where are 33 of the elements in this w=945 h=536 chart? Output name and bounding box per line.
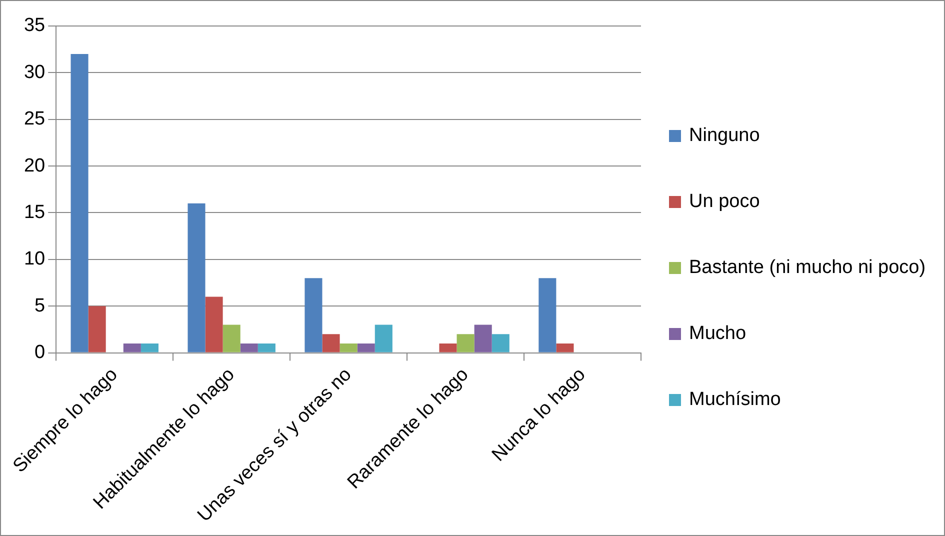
legend-label: Bastante (ni mucho ni poco) xyxy=(689,257,926,279)
legend-label: Muchísimo xyxy=(689,389,781,411)
bar xyxy=(222,324,240,352)
bar xyxy=(258,343,276,352)
legend-label: Un poco xyxy=(689,191,760,213)
y-tick-label: 10 xyxy=(24,248,46,270)
y-tick-label: 20 xyxy=(24,155,46,176)
legend-label: Ninguno xyxy=(689,125,760,147)
bar xyxy=(205,296,223,352)
bar xyxy=(188,203,206,352)
bar xyxy=(140,343,158,352)
bar xyxy=(556,343,574,352)
legend-label: Mucho xyxy=(689,323,746,345)
bar xyxy=(374,324,392,352)
bar xyxy=(304,278,322,352)
bar xyxy=(322,334,340,352)
y-tick-label: 5 xyxy=(34,295,46,316)
bar xyxy=(70,54,88,352)
bar xyxy=(474,324,492,352)
bar xyxy=(88,306,106,352)
bar xyxy=(357,343,375,352)
bar xyxy=(439,343,457,352)
y-tick-label: 35 xyxy=(24,15,46,36)
bar xyxy=(340,343,358,352)
y-tick-label: 15 xyxy=(24,202,46,223)
bar xyxy=(456,334,474,352)
bar xyxy=(538,278,556,352)
bar xyxy=(492,334,510,352)
y-tick-label: 0 xyxy=(34,342,46,364)
bar xyxy=(123,343,141,352)
y-tick-label: 30 xyxy=(24,62,46,83)
y-tick-label: 25 xyxy=(24,108,46,130)
bar xyxy=(240,343,258,352)
